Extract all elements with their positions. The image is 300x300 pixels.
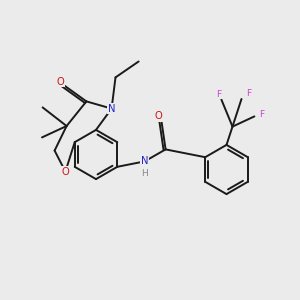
Text: F: F: [246, 89, 252, 98]
Text: H: H: [141, 169, 148, 178]
Text: O: O: [154, 111, 162, 121]
Text: N: N: [141, 156, 148, 166]
Text: F: F: [259, 110, 265, 119]
Text: O: O: [57, 76, 64, 87]
Text: F: F: [216, 90, 222, 99]
Text: O: O: [61, 167, 69, 177]
Text: N: N: [108, 103, 116, 114]
